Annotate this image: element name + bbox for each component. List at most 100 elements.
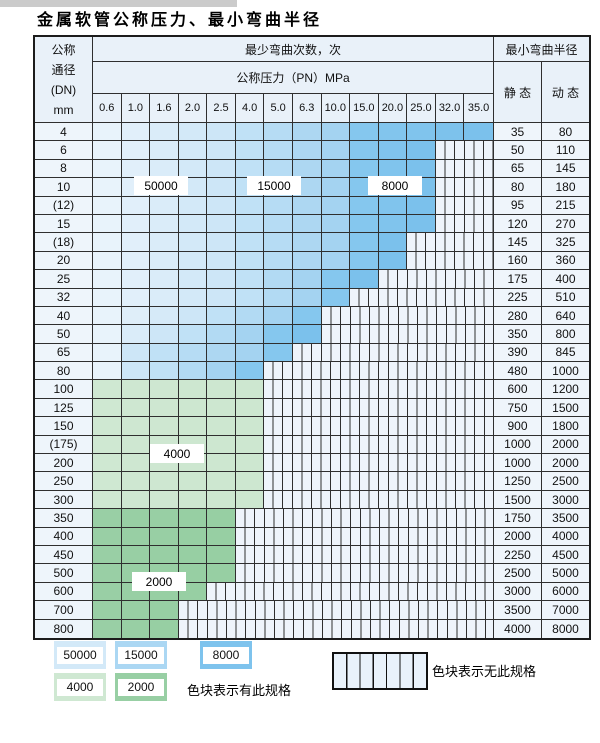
- spec-cell-8000: [264, 325, 293, 343]
- dynamic-radius-value: 4500: [541, 545, 589, 564]
- min-radius-header: 最小弯曲半径: [494, 37, 589, 62]
- spec-table: 公称 通径 (DN) mm 最少弯曲次数，次 公称压力（PN）MPa 0.6 1.…: [33, 35, 591, 640]
- spec-cell-4000: [235, 380, 265, 398]
- no-spec-cells: [235, 564, 493, 582]
- spec-cell-50000: [121, 288, 151, 306]
- spec-cell-15000: [292, 123, 322, 141]
- spec-cell-50000: [150, 214, 179, 233]
- dn-cell: 40: [35, 306, 93, 325]
- legend-swatch-label: 15000: [118, 646, 164, 664]
- table-row: 450 2250 4500: [35, 545, 589, 565]
- spec-cell-50000: [121, 343, 151, 362]
- spec-cell-15000: [264, 159, 293, 178]
- no-spec-cells: [321, 325, 493, 343]
- has-spec-caption: 色块表示有此规格: [187, 683, 292, 698]
- spec-cell-8000: [292, 306, 322, 325]
- spec-cell-8000: [350, 159, 379, 178]
- spec-cell-50000: [150, 159, 179, 178]
- spec-cell-50000: [150, 306, 179, 325]
- spec-cell-8000: [321, 288, 351, 306]
- spec-cell-15000: [235, 270, 265, 288]
- spec-cell-50000: [150, 270, 179, 288]
- legend-swatch: 8000: [200, 641, 252, 669]
- static-radius-value: 350: [493, 325, 541, 343]
- table-row: 125 750 1500: [35, 398, 589, 418]
- table-row: 800 4000 8000: [35, 619, 589, 638]
- cycle-count-label: 8000: [368, 176, 422, 195]
- dynamic-radius-value: 845: [541, 343, 589, 362]
- spec-cell-4000: [150, 417, 179, 435]
- spec-cell-2000: [93, 545, 122, 564]
- dn-cell: 32: [35, 288, 93, 306]
- spec-cell-4000: [150, 472, 179, 490]
- static-radius-value: 2500: [493, 564, 541, 582]
- static-column-header: 静 态: [494, 62, 542, 122]
- static-radius-value: 50: [493, 141, 541, 159]
- legend-swatch-label: 50000: [57, 646, 103, 664]
- table-row: 350 1750 3500: [35, 509, 589, 528]
- cycle-count-label: 15000: [247, 176, 301, 195]
- dynamic-radius-value: 800: [541, 325, 589, 343]
- table-row: 8 65 145: [35, 159, 589, 179]
- static-radius-value: 1750: [493, 509, 541, 527]
- spec-cell-50000: [178, 159, 208, 178]
- spec-cell-50000: [150, 325, 179, 343]
- spec-cell-4000: [93, 380, 122, 398]
- pressure-col-header: 5.0: [264, 94, 293, 122]
- radius-header-group: 最小弯曲半径 静 态 动 态: [493, 37, 589, 122]
- spec-cell-50000: [93, 178, 122, 196]
- cycle-count-label: 2000: [132, 572, 186, 591]
- no-spec-cells: [264, 490, 493, 509]
- no-spec-cells: [207, 582, 493, 601]
- spec-cell-50000: [207, 196, 236, 214]
- spec-cell-4000: [207, 472, 236, 490]
- spec-cell-2000: [93, 527, 122, 545]
- spec-cell-15000: [235, 233, 265, 251]
- no-spec-cells: [264, 435, 493, 454]
- spec-cell-4000: [150, 490, 179, 509]
- dn-cell: 6: [35, 141, 93, 159]
- legend-swatch-label: 4000: [57, 678, 103, 696]
- spec-cell-4000: [121, 417, 151, 435]
- dynamic-radius-value: 510: [541, 288, 589, 306]
- spec-cell-50000: [93, 325, 122, 343]
- static-radius-value: 160: [493, 251, 541, 270]
- table-row: 700 3500 7000: [35, 601, 589, 620]
- spec-cell-8000: [464, 123, 493, 141]
- dn-cell: 15: [35, 214, 93, 233]
- spec-cell-15000: [235, 343, 265, 362]
- dn-cell: 8: [35, 159, 93, 178]
- spec-cell-8000: [350, 251, 379, 270]
- spec-cell-15000: [235, 141, 265, 159]
- spec-cell-4000: [93, 490, 122, 509]
- no-spec-cells: [264, 472, 493, 490]
- scan-artifact-strip: [0, 0, 237, 7]
- spec-cell-2000: [207, 545, 236, 564]
- table-row: (175) 1000 2000: [35, 435, 589, 455]
- dn-cell: 4: [35, 123, 93, 141]
- spec-cell-4000: [93, 454, 122, 472]
- static-radius-value: 225: [493, 288, 541, 306]
- static-radius-value: 2250: [493, 545, 541, 564]
- spec-cell-8000: [321, 270, 351, 288]
- no-spec-cells: [264, 362, 493, 380]
- spec-cell-15000: [235, 288, 265, 306]
- pressure-col-header: 4.0: [236, 94, 265, 122]
- no-spec-cells: [264, 454, 493, 472]
- static-radius-value: 65: [493, 159, 541, 178]
- spec-cell-15000: [292, 214, 322, 233]
- spec-cell-15000: [292, 251, 322, 270]
- spec-cell-8000: [350, 123, 379, 141]
- table-row: 100 600 1200: [35, 380, 589, 399]
- spec-cell-4000: [178, 398, 208, 417]
- pressure-col-header: 6.3: [293, 94, 322, 122]
- spec-cell-50000: [93, 141, 122, 159]
- spec-cell-2000: [207, 527, 236, 545]
- pressure-col-header: 2.5: [207, 94, 236, 122]
- no-spec-cells: [235, 509, 493, 527]
- spec-cell-8000: [407, 141, 436, 159]
- spec-cell-15000: [235, 159, 265, 178]
- spec-cell-50000: [150, 123, 179, 141]
- spec-cell-4000: [121, 380, 151, 398]
- spec-cell-50000: [121, 159, 151, 178]
